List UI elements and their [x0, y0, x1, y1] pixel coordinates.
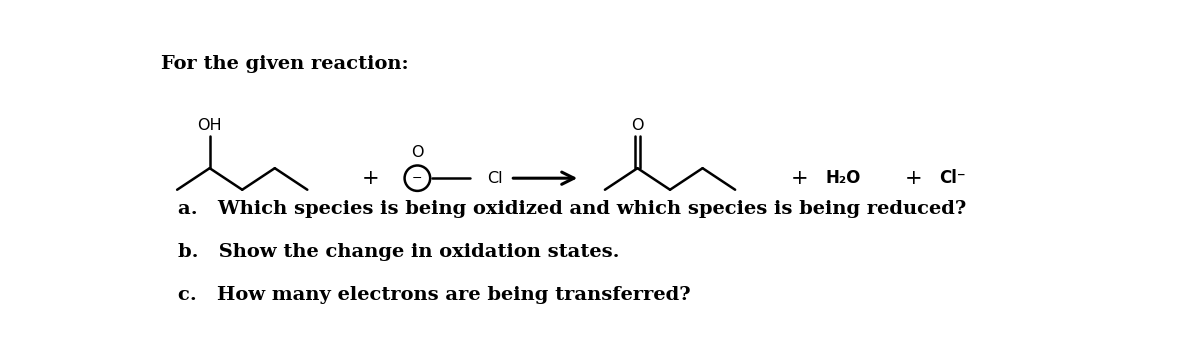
Text: +: + [362, 169, 379, 188]
Text: OH: OH [197, 118, 222, 132]
Text: a.   Which species is being oxidized and which species is being reduced?: a. Which species is being oxidized and w… [178, 199, 966, 218]
Text: +: + [791, 169, 809, 188]
Text: Cl⁻: Cl⁻ [938, 169, 966, 187]
Text: c.   How many electrons are being transferred?: c. How many electrons are being transfer… [178, 286, 690, 304]
Text: O: O [631, 118, 643, 132]
Text: b.   Show the change in oxidation states.: b. Show the change in oxidation states. [178, 243, 619, 261]
Text: O: O [412, 145, 424, 160]
Text: For the given reaction:: For the given reaction: [161, 55, 409, 73]
Text: Cl: Cl [487, 171, 503, 186]
Text: H₂O: H₂O [826, 169, 862, 187]
Text: −: − [412, 172, 422, 185]
Text: +: + [905, 169, 922, 188]
